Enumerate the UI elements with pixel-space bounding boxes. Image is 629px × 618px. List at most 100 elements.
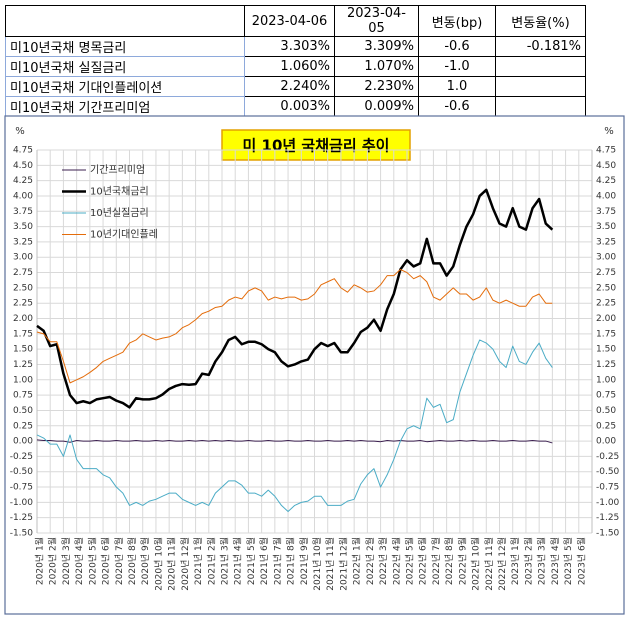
y2-tick-label: -1.00 (596, 498, 620, 508)
x-tick-label: 2021년 3월 (219, 537, 231, 585)
y-tick-label: 0.75 (13, 391, 33, 401)
x-tick-label: 2020년 1월 (34, 537, 46, 585)
x-tick-label: 2021년 1월 (192, 537, 204, 585)
y-tick-label: 4.00 (13, 191, 33, 201)
series-line (36, 339, 553, 513)
y2-tick-label: 1.25 (596, 360, 616, 370)
x-tick-label: 2021년 11월 (324, 537, 336, 591)
x-tick-label: 2021년 4월 (232, 537, 244, 585)
x-tick-label: 2020년 5월 (86, 537, 98, 585)
y-tick-label: -1.25 (10, 513, 33, 523)
y-tick-label: 1.75 (13, 329, 33, 339)
x-tick-label: 2020년 9월 (139, 537, 151, 585)
y-tick-label: 4.75 (13, 146, 33, 156)
y2-tick-label: -0.50 (596, 467, 620, 477)
y-tick-label: 4.50 (13, 161, 33, 171)
y2-tick-label: 2.50 (596, 283, 616, 293)
x-tick-label: 2020년 3월 (60, 537, 72, 585)
legend-label: 10년실질금리 (90, 207, 149, 219)
x-tick-label: 2020년 7월 (113, 537, 125, 585)
x-tick-label: 2022년 9월 (456, 537, 468, 585)
y-tick-label: -0.50 (10, 467, 34, 477)
legend-label: 10년국채금리 (90, 186, 149, 198)
y2-tick-label: -0.75 (596, 483, 619, 493)
x-tick-label: 2022년 3월 (377, 537, 389, 585)
x-tick-label: 2022년 1월 (351, 537, 363, 585)
table-row: 미10년국채 명목금리 3.303% 3.309% -0.6 -0.181% (5, 36, 586, 57)
y-tick-label: -0.25 (10, 452, 33, 462)
y2-tick-label: 2.75 (596, 268, 616, 278)
table-cell: 변동(bp) (418, 5, 496, 37)
y2-axis-label: % (604, 126, 614, 137)
x-tick-label: 2020년 12월 (179, 537, 191, 591)
series-line (36, 269, 553, 384)
y2-tick-label: 3.50 (596, 222, 616, 232)
table-cell: 3.309% (334, 36, 419, 57)
y-tick-label: 2.00 (13, 314, 33, 324)
y-tick-label: -1.00 (10, 498, 34, 508)
x-tick-label: 2022년 6월 (417, 537, 429, 585)
x-tick-label: 2021년 9월 (298, 537, 310, 585)
y2-tick-label: 4.50 (596, 161, 616, 171)
x-tick-label: 2021년 5월 (245, 537, 257, 585)
x-tick-label: 2022년 4월 (390, 537, 402, 585)
y2-tick-label: 4.00 (596, 191, 616, 201)
y2-tick-label: 3.00 (596, 253, 616, 263)
y-axis-label: % (15, 126, 25, 137)
x-tick-label: 2023년 1월 (509, 537, 521, 585)
x-tick-label: 2022년 12월 (496, 537, 508, 591)
y2-tick-label: -0.25 (596, 452, 619, 462)
table-row: 미10년국채 기간프리미엄 0.003% 0.009% -0.6 (5, 96, 586, 117)
y2-tick-label: 2.25 (596, 299, 616, 309)
x-tick-label: 2022년 11월 (483, 537, 495, 591)
table-cell: 0.009% (334, 96, 419, 117)
y2-tick-label: 0.50 (596, 406, 616, 416)
x-tick-label: 2023년 4월 (549, 537, 561, 585)
x-tick-label: 2023년 6월 (575, 537, 587, 585)
x-tick-label: 2021년 8월 (285, 537, 297, 585)
legend-label: 기간프리미엄 (90, 164, 145, 176)
x-tick-label: 2022년 5월 (404, 537, 416, 585)
y-tick-label: 3.50 (13, 222, 33, 232)
x-tick-label: 2021년 7월 (271, 537, 283, 585)
y-tick-label: 1.25 (13, 360, 33, 370)
y2-tick-label: 1.50 (596, 345, 616, 355)
table-cell: 미10년국채 기대인플레이션 (5, 76, 245, 97)
y-tick-label: 2.50 (13, 283, 33, 293)
x-tick-label: 2020년 2월 (47, 537, 59, 585)
legend-label: 10년기대인플레 (90, 229, 158, 241)
rate-table: 2023-04-06 2023-04-05 변동(bp) 변동율(%) 미10년국채 명… (5, 5, 586, 117)
x-tick-label: 2023년 3월 (536, 537, 548, 585)
x-tick-label: 2020년 8월 (126, 537, 138, 585)
y2-tick-label: -1.50 (596, 529, 620, 539)
title-box (221, 129, 411, 161)
y2-tick-label: 2.00 (596, 314, 616, 324)
y-tick-label: 1.00 (13, 375, 33, 385)
table-cell: 2.230% (334, 76, 419, 97)
y2-tick-label: 0.75 (596, 391, 616, 401)
table-cell: 미10년국채 실질금리 (5, 56, 245, 77)
y-tick-label: 0.50 (13, 406, 33, 416)
x-tick-label: 2020년 10월 (152, 537, 164, 591)
table-cell: 변동율(%) (495, 5, 586, 37)
x-tick-label: 2023년 5월 (562, 537, 574, 585)
x-tick-label: 2021년 2월 (205, 537, 217, 585)
y-tick-label: 2.75 (13, 268, 33, 278)
x-tick-label: 2020년 4월 (73, 537, 85, 585)
y2-tick-label: -1.25 (596, 513, 619, 523)
y-tick-label: 2.25 (13, 299, 33, 309)
y-tick-label: 0.00 (13, 437, 33, 447)
y2-tick-label: 1.75 (596, 329, 616, 339)
table-cell: 2.240% (244, 76, 335, 97)
series-line (36, 188, 554, 409)
series-line (36, 439, 553, 444)
y-tick-label: 3.25 (13, 237, 33, 247)
y2-tick-label: 3.75 (596, 207, 616, 217)
y-tick-label: -0.75 (10, 483, 33, 493)
y2-tick-label: 4.75 (596, 146, 616, 156)
y2-tick-label: 4.25 (596, 176, 616, 186)
y-tick-label: -1.50 (10, 529, 34, 539)
table-cell: 3.303% (244, 36, 335, 57)
